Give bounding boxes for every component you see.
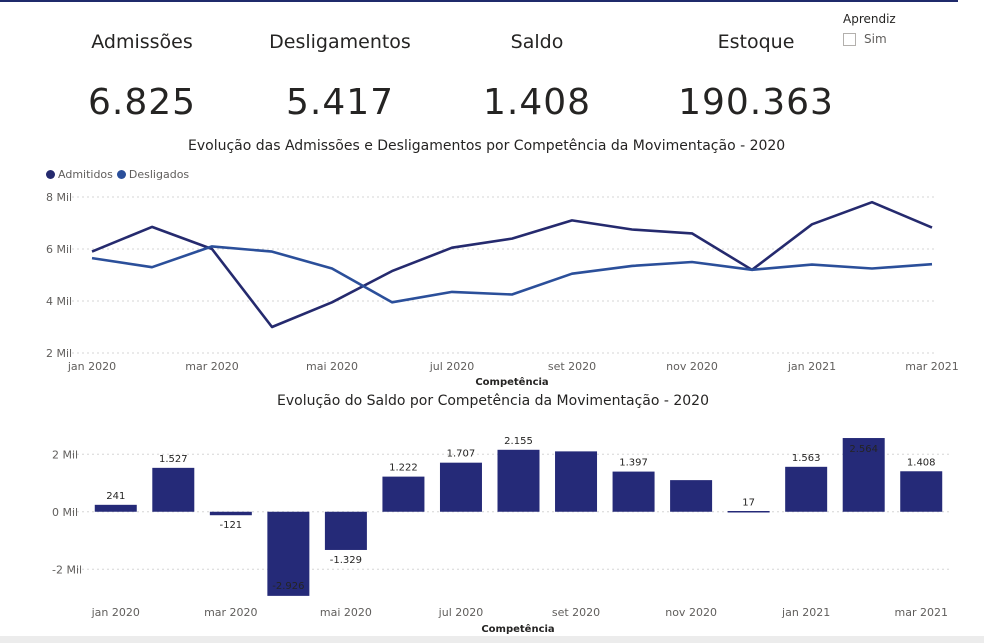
- x-tick-label: mar 2021: [894, 606, 947, 619]
- kpi-label: Admissões: [91, 31, 193, 53]
- x-tick-label: jan 2021: [787, 360, 836, 373]
- data-label: 17: [742, 497, 755, 508]
- data-label: -121: [219, 520, 242, 531]
- x-tick-label: mar 2020: [204, 606, 257, 619]
- bar-chart-title: Evolução do Saldo por Competência da Mov…: [277, 393, 709, 409]
- y-tick-label: -2 Mil: [52, 563, 82, 576]
- bar: [439, 462, 482, 512]
- y-tick-label: 0 Mil: [52, 506, 78, 519]
- x-tick-label: nov 2020: [666, 360, 718, 373]
- bar: [842, 438, 885, 512]
- kpi-value: 5.417: [285, 82, 395, 123]
- x-axis-title: Competência: [481, 623, 554, 635]
- x-tick-label: jul 2020: [429, 360, 475, 373]
- checkbox[interactable]: [843, 32, 856, 46]
- y-tick-label: 8 Mil: [46, 191, 72, 204]
- kpi-label: Saldo: [510, 31, 564, 53]
- x-tick-label: jan 2020: [91, 606, 140, 619]
- x-tick-label: set 2020: [552, 606, 600, 619]
- series-line-admitidos: [91, 200, 933, 329]
- bar: [94, 504, 137, 512]
- top-border: [0, 0, 958, 2]
- data-label: 1.563: [792, 453, 821, 464]
- bar: [612, 471, 655, 512]
- legend-item-desligados[interactable]: Desligados: [116, 168, 190, 181]
- bar: [555, 451, 598, 512]
- slicer-title: Aprendiz: [843, 12, 896, 26]
- bar: [209, 511, 252, 516]
- legend-dot-icon: [46, 170, 55, 179]
- bar: [785, 466, 828, 512]
- y-tick-label: 6 Mil: [46, 243, 72, 256]
- x-tick-label: jan 2020: [67, 360, 116, 373]
- x-tick-label: set 2020: [548, 360, 596, 373]
- bar: [152, 467, 195, 512]
- data-label: -1.329: [330, 555, 362, 566]
- data-label: 1.527: [159, 454, 188, 465]
- kpi-label: Desligamentos: [269, 31, 411, 53]
- bar: [324, 511, 367, 550]
- bottom-strip: [0, 636, 984, 643]
- kpi-saldo: Saldo 1.408: [437, 28, 637, 123]
- legend-label: Admitidos: [58, 168, 113, 181]
- data-label: 2.155: [504, 436, 533, 447]
- y-tick-label: 4 Mil: [46, 295, 72, 308]
- x-tick-label: mai 2020: [306, 360, 358, 373]
- right-margin: [958, 0, 984, 643]
- y-tick-label: 2 Mil: [52, 448, 78, 461]
- data-label: 241: [106, 491, 125, 502]
- kpi-desligamentos: Desligamentos 5.417: [240, 28, 440, 123]
- kpi-label: Estoque: [717, 31, 795, 53]
- bar: [727, 511, 770, 513]
- x-tick-label: mar 2020: [185, 360, 238, 373]
- bar: [670, 480, 713, 512]
- x-tick-label: mai 2020: [320, 606, 372, 619]
- bar: [900, 471, 943, 512]
- x-tick-label: nov 2020: [665, 606, 717, 619]
- line-chart-title: Evolução das Admissões e Desligamentos p…: [188, 138, 786, 154]
- data-label: 1.222: [389, 463, 418, 474]
- slicer-option-sim[interactable]: Sim: [843, 32, 896, 46]
- kpi-value: 190.363: [678, 82, 834, 123]
- kpi-value: 6.825: [87, 82, 197, 123]
- data-label: 1.707: [447, 449, 476, 460]
- data-label: 1.397: [619, 458, 648, 469]
- bar: [497, 449, 540, 512]
- series-line-desligados: [91, 245, 933, 304]
- x-axis-title: Competência: [475, 376, 548, 388]
- data-label: -2.926: [272, 581, 304, 592]
- legend-dot-icon: [116, 170, 126, 179]
- legend-item-admitidos[interactable]: Admitidos: [46, 168, 113, 181]
- kpi-value: 1.408: [482, 82, 592, 123]
- bar: [267, 511, 310, 596]
- line-chart-legend: Admitidos Desligados: [46, 168, 193, 181]
- aprendiz-slicer: Aprendiz Sim: [843, 12, 896, 46]
- y-tick-label: 2 Mil: [46, 347, 72, 360]
- kpi-estoque: Estoque 190.363: [656, 28, 856, 123]
- data-label: 1.408: [907, 457, 936, 468]
- legend-label: Desligados: [128, 168, 190, 181]
- x-tick-label: mar 2021: [905, 360, 958, 373]
- bar: [382, 476, 425, 512]
- x-tick-label: jul 2020: [438, 606, 484, 619]
- slicer-option-label: Sim: [864, 32, 887, 46]
- data-label: 2.564: [849, 444, 878, 455]
- kpi-admissoes: Admissões 6.825: [42, 28, 242, 123]
- x-tick-label: jan 2021: [781, 606, 830, 619]
